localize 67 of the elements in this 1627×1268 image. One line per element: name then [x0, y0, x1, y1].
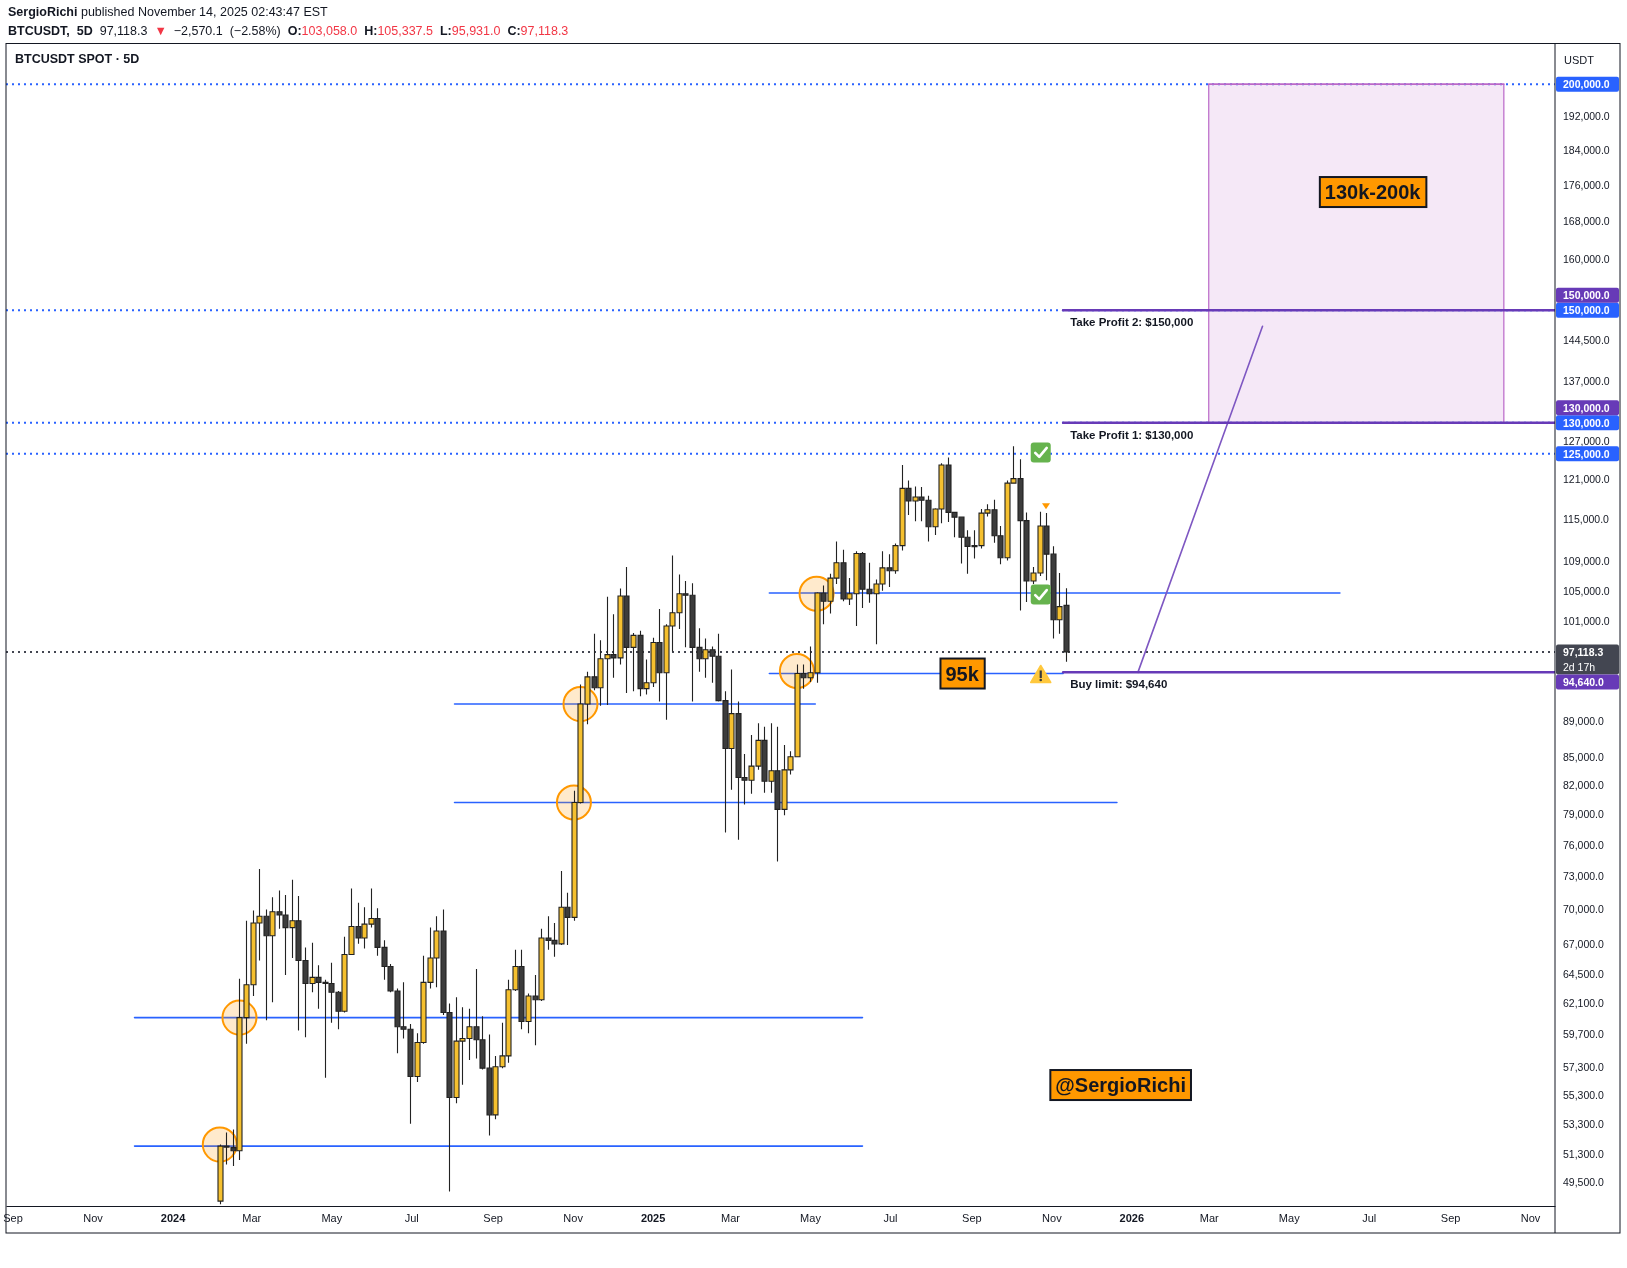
x-tick-label: Nov — [1520, 1211, 1541, 1224]
y-tick-label: 64,500.0 — [1563, 967, 1605, 980]
y-tick-label: 176,000.0 — [1563, 178, 1610, 191]
y-tick-label: 137,000.0 — [1563, 375, 1610, 388]
x-tick-label: May — [321, 1211, 343, 1224]
ref-line-label: 130,000.0 — [1563, 416, 1610, 429]
ref-line-label: 97,118.3 2d 17h — [1563, 646, 1604, 674]
y-tick-label: 89,000.0 — [1563, 714, 1605, 727]
text: BTCUSDT, 5D 97,118.3 ▼ −2,570.1 (−2.58%) O:103,058.0 H:105,337.5 L:95,931.0 C:97,118.3 — [8, 24, 569, 38]
y-tick-label: 62,100.0 — [1563, 997, 1605, 1010]
y-tick-label: 55,300.0 — [1563, 1088, 1605, 1101]
x-tick-label: Jul — [404, 1211, 419, 1224]
x-tick-label: Nov — [83, 1211, 104, 1224]
x-tick-label: May — [1278, 1211, 1301, 1224]
y-tick-label: 70,000.0 — [1563, 903, 1605, 916]
y-tick-label: 79,000.0 — [1563, 808, 1605, 821]
x-tick-label: 2024 — [160, 1211, 187, 1224]
text: BTCUSDT SPOT · 5D — [15, 52, 140, 66]
y-tick-label: 53,300.0 — [1563, 1117, 1605, 1130]
x-tick-label: Mar — [721, 1211, 741, 1224]
annotation: @SergioRichi — [1055, 1074, 1186, 1097]
y-tick-label: 101,000.0 — [1563, 615, 1610, 628]
y-tick-label: 82,000.0 — [1563, 778, 1605, 791]
series-label: Take Profit 1: $130,000 — [1070, 428, 1194, 441]
y-tick-label: 160,000.0 — [1563, 253, 1610, 266]
y-tick-label: 49,500.0 — [1563, 1175, 1605, 1188]
x-tick-label: Jul — [1362, 1211, 1377, 1224]
y-tick-label: 192,000.0 — [1563, 110, 1610, 123]
x-tick-label: Nov — [563, 1211, 584, 1224]
x-tick-label: Sep — [483, 1211, 503, 1224]
x-tick-label: 2026 — [1119, 1211, 1145, 1224]
y-tick-label: 73,000.0 — [1563, 870, 1605, 883]
y-tick-label: 121,000.0 — [1563, 473, 1610, 486]
y-tick-label: 144,500.0 — [1563, 333, 1610, 346]
ref-line-label: 150,000.0 — [1563, 304, 1610, 317]
x-tick-label: Mar — [1199, 1211, 1220, 1224]
x-tick-label: Nov — [1042, 1211, 1063, 1224]
y-axis-title: USDT — [1564, 54, 1595, 66]
series-label: Buy limit: $94,640 — [1070, 678, 1168, 691]
y-tick-label: 105,000.0 — [1563, 584, 1610, 597]
ref-line-label: 200,000.0 — [1563, 78, 1610, 91]
y-tick-label: 59,700.0 — [1563, 1028, 1605, 1041]
y-tick-label: 67,000.0 — [1563, 937, 1605, 950]
series-label: Take Profit 2: $150,000 — [1070, 316, 1194, 329]
y-tick-label: 85,000.0 — [1563, 750, 1605, 763]
y-tick-label: 184,000.0 — [1563, 143, 1610, 156]
y-tick-label: 76,000.0 — [1563, 838, 1605, 851]
y-tick-label: 57,300.0 — [1563, 1060, 1605, 1073]
y-tick-label: 115,000.0 — [1563, 513, 1610, 526]
y-tick-label: 127,000.0 — [1563, 435, 1610, 448]
x-tick-label: Sep — [962, 1211, 982, 1224]
annotation: 130k-200k — [1324, 181, 1422, 204]
y-tick-label: 51,300.0 — [1563, 1147, 1605, 1160]
data-label: 150,000.0 — [1563, 289, 1610, 302]
x-tick-label: Sep — [1440, 1211, 1461, 1224]
x-tick-label: Jul — [883, 1211, 898, 1224]
annotation: 95k — [945, 662, 980, 685]
y-tick-label: 109,000.0 — [1563, 555, 1610, 568]
data-label: 130,000.0 — [1563, 401, 1610, 414]
x-tick-label: Sep — [3, 1211, 23, 1224]
ref-line-label: 125,000.0 — [1563, 447, 1610, 460]
data-label: 94,640.0 — [1563, 676, 1605, 689]
x-tick-label: Mar — [242, 1211, 262, 1224]
x-tick-label: 2025 — [640, 1211, 666, 1224]
x-tick-label: May — [800, 1211, 822, 1224]
text: SergioRichi published November 14, 2025 02:43:47 EST — [8, 5, 329, 19]
y-tick-label: 168,000.0 — [1563, 215, 1610, 228]
